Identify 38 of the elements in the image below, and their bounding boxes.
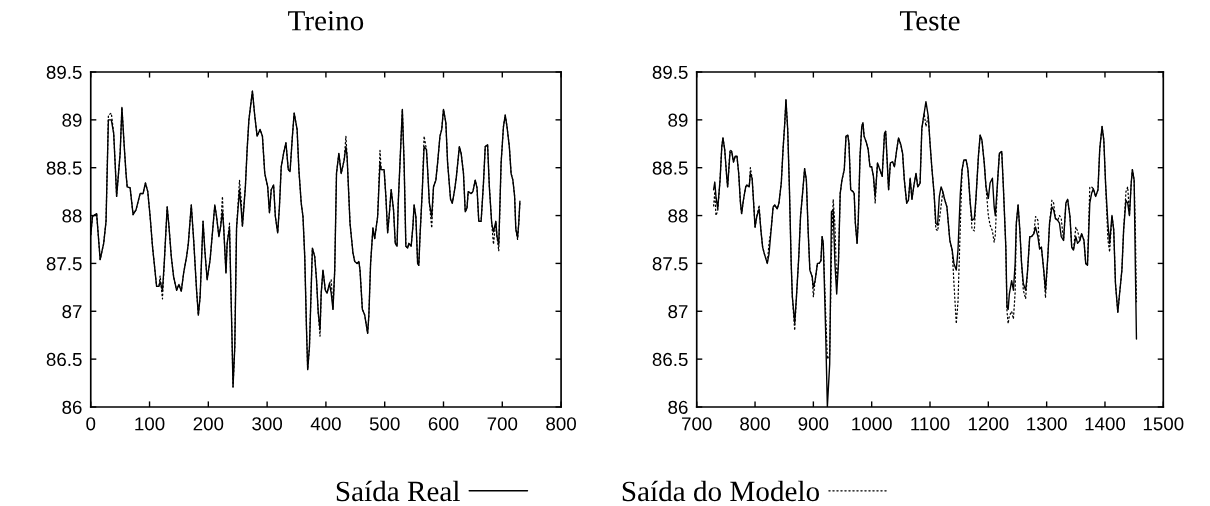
x-tick-label: 300 [252,417,283,431]
x-tick-label: 400 [310,417,341,431]
x-tick-label: 1400 [1085,417,1126,431]
x-tick-label: 1300 [1027,417,1067,431]
y-tick-label: 88.5 [46,161,82,175]
y-tick-label: 86.5 [652,352,688,367]
x-tick-label: 100 [135,417,165,431]
x-tick-label: 200 [193,417,224,431]
y-tick-label: 86 [668,400,688,414]
y-tick-label: 89.5 [652,65,688,79]
chart-title: Teste [899,11,960,31]
x-tick-label: 1500 [1143,417,1184,431]
y-tick-label: 88 [62,209,82,223]
x-tick-label: 900 [798,417,829,431]
y-tick-label: 87 [668,304,688,319]
x-tick-label: 1100 [911,417,950,431]
x-tick-label: 500 [369,417,400,431]
chart-title: Treino [288,11,364,31]
y-tick-label: 86 [62,400,82,414]
y-tick-label: 89 [62,113,82,127]
y-tick-label: 89.5 [46,65,82,79]
y-tick-label: 87 [62,304,82,319]
y-tick-label: 86.5 [46,352,82,367]
x-tick-label: 1200 [968,417,1009,431]
x-tick-label: 700 [487,417,518,431]
y-tick-label: 88.5 [652,161,688,175]
x-tick-label: 800 [546,417,576,431]
x-tick-label: 800 [740,417,770,431]
x-tick-label: 1000 [852,417,892,431]
y-tick-label: 87.5 [652,257,688,271]
x-tick-label: 600 [428,417,459,431]
y-tick-label: 89 [668,113,688,127]
legend-label: Saída do Modelo [622,480,820,502]
y-tick-label: 88 [668,209,688,223]
x-tick-label: 0 [86,417,96,431]
y-tick-label: 87.5 [46,257,82,271]
x-tick-label: 700 [682,417,712,431]
legend-label: Saída Real [336,480,460,502]
